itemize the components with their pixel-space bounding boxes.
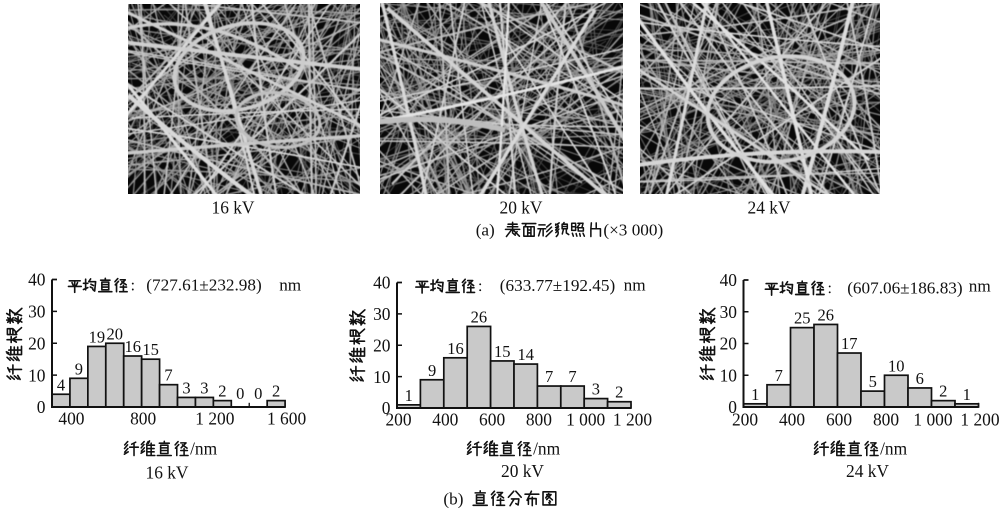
svg-text:3: 3 [592,380,600,399]
svg-text:20: 20 [107,324,124,343]
svg-text:1 600: 1 600 [267,409,306,429]
svg-text:20 kV: 20 kV [501,461,544,481]
svg-text:0: 0 [37,397,46,417]
svg-text:1 000: 1 000 [913,410,952,430]
svg-text:30: 30 [28,302,46,322]
svg-text:1 200: 1 200 [960,410,999,430]
svg-text:1 000: 1 000 [566,410,605,430]
svg-text:1: 1 [963,385,971,404]
svg-text:9: 9 [75,359,83,378]
svg-text:nm: nm [279,275,302,294]
svg-text:26: 26 [471,307,488,326]
svg-text:24 kV: 24 kV [748,198,791,218]
svg-text:7: 7 [545,367,553,386]
svg-text:20 kV: 20 kV [500,198,543,218]
svg-text:19: 19 [89,327,106,346]
svg-text:nm: nm [624,275,647,294]
svg-text:14: 14 [517,345,534,364]
svg-text:20: 20 [720,334,738,354]
svg-text:/nm: /nm [880,439,908,459]
svg-text:2: 2 [615,383,623,402]
svg-text:200: 200 [385,410,411,430]
svg-text:20: 20 [28,333,46,353]
svg-text:600: 600 [826,410,852,430]
svg-text:16: 16 [124,337,141,356]
svg-text:3: 3 [182,378,190,397]
svg-text:nm: nm [969,276,992,295]
svg-text:800: 800 [526,410,552,430]
svg-text:0: 0 [728,397,737,417]
svg-text:5: 5 [869,372,877,391]
svg-text:(×3 000): (×3 000) [603,221,663,240]
svg-text:600: 600 [479,410,505,430]
svg-text:30: 30 [720,302,738,322]
svg-text:800: 800 [873,410,899,430]
svg-text:2: 2 [272,382,280,401]
svg-text:400: 400 [58,409,84,429]
svg-text:7: 7 [775,366,783,385]
svg-text:(607.06±186.83): (607.06±186.83) [847,278,962,297]
svg-text:10: 10 [28,365,46,385]
svg-text:10: 10 [373,367,391,387]
svg-text:16 kV: 16 kV [212,198,255,218]
svg-text:1: 1 [751,385,759,404]
svg-text:2: 2 [218,382,226,401]
svg-text:2: 2 [939,382,947,401]
svg-text:0: 0 [382,398,391,418]
svg-text:30: 30 [373,304,391,324]
svg-text:400: 400 [779,410,805,430]
svg-text:7: 7 [164,366,172,385]
svg-text:400: 400 [432,410,458,430]
svg-text:/nm: /nm [533,439,561,459]
svg-text:/nm: /nm [190,439,218,459]
svg-text:200: 200 [732,410,758,430]
svg-text:24 kV: 24 kV [846,461,889,481]
svg-text:(b): (b) [443,489,463,508]
svg-text:(727.61±232.98): (727.61±232.98) [146,276,261,295]
svg-text:0: 0 [236,384,244,403]
svg-text:(a): (a) [476,221,495,240]
svg-text:7: 7 [568,367,576,386]
svg-text:40: 40 [720,270,738,290]
svg-text:800: 800 [130,409,156,429]
svg-text:20: 20 [373,335,391,355]
svg-text:9: 9 [428,361,436,380]
svg-text:17: 17 [841,334,858,353]
svg-text:1 200: 1 200 [195,409,234,429]
svg-text:1: 1 [405,386,413,405]
svg-text:0: 0 [254,384,262,403]
svg-text:6: 6 [916,369,924,388]
svg-text:26: 26 [818,305,835,324]
svg-text:1 200: 1 200 [613,410,652,430]
svg-text:25: 25 [794,309,811,328]
svg-text:15: 15 [142,340,159,359]
svg-text:4: 4 [57,375,65,394]
svg-text:10: 10 [720,365,738,385]
svg-text:40: 40 [373,273,391,293]
svg-text:(633.77±192.45): (633.77±192.45) [500,276,615,295]
svg-text:10: 10 [888,356,905,375]
svg-text:3: 3 [200,378,208,397]
svg-text:16: 16 [447,339,464,358]
svg-text:40: 40 [28,270,46,290]
svg-text:15: 15 [494,342,511,361]
svg-text:16 kV: 16 kV [146,463,189,483]
